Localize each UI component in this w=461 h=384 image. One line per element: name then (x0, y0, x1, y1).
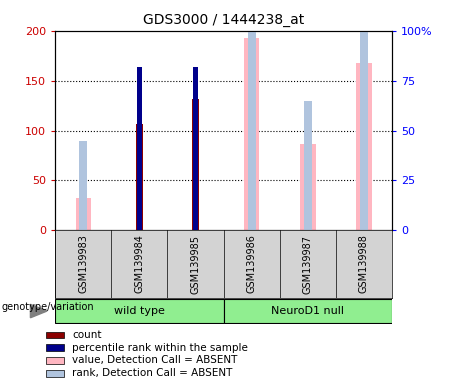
Bar (46, 369, 65, 376)
Polygon shape (30, 304, 47, 318)
Text: GSM139988: GSM139988 (359, 235, 369, 293)
Text: percentile rank within the sample: percentile rank within the sample (72, 343, 248, 353)
Bar (356, 63, 372, 230)
Text: rank, Detection Call = ABSENT: rank, Detection Call = ABSENT (72, 368, 233, 378)
Bar (136, 124, 143, 230)
Bar (79, 141, 87, 230)
Bar (300, 144, 316, 230)
Bar (244, 38, 260, 230)
Bar (137, 67, 142, 230)
Bar (76, 199, 91, 230)
Text: GSM139984: GSM139984 (135, 235, 144, 293)
Bar (248, 25, 255, 230)
Text: count: count (72, 330, 102, 340)
Text: wild type: wild type (114, 306, 165, 316)
Text: GSM139986: GSM139986 (247, 235, 257, 293)
Bar (360, 31, 368, 230)
Text: GSM139983: GSM139983 (78, 235, 89, 293)
Text: GSM139987: GSM139987 (303, 235, 313, 293)
FancyBboxPatch shape (224, 299, 392, 323)
Bar (193, 67, 198, 230)
Text: NeuroD1 null: NeuroD1 null (271, 306, 344, 316)
Text: GSM139985: GSM139985 (190, 235, 201, 293)
Text: value, Detection Call = ABSENT: value, Detection Call = ABSENT (72, 355, 238, 366)
Bar (46, 344, 65, 351)
Bar (304, 101, 312, 230)
FancyBboxPatch shape (55, 299, 224, 323)
Bar (46, 357, 65, 364)
Bar (192, 99, 199, 230)
Text: genotype/variation: genotype/variation (2, 302, 95, 312)
Title: GDS3000 / 1444238_at: GDS3000 / 1444238_at (143, 13, 304, 27)
Bar (46, 332, 65, 339)
